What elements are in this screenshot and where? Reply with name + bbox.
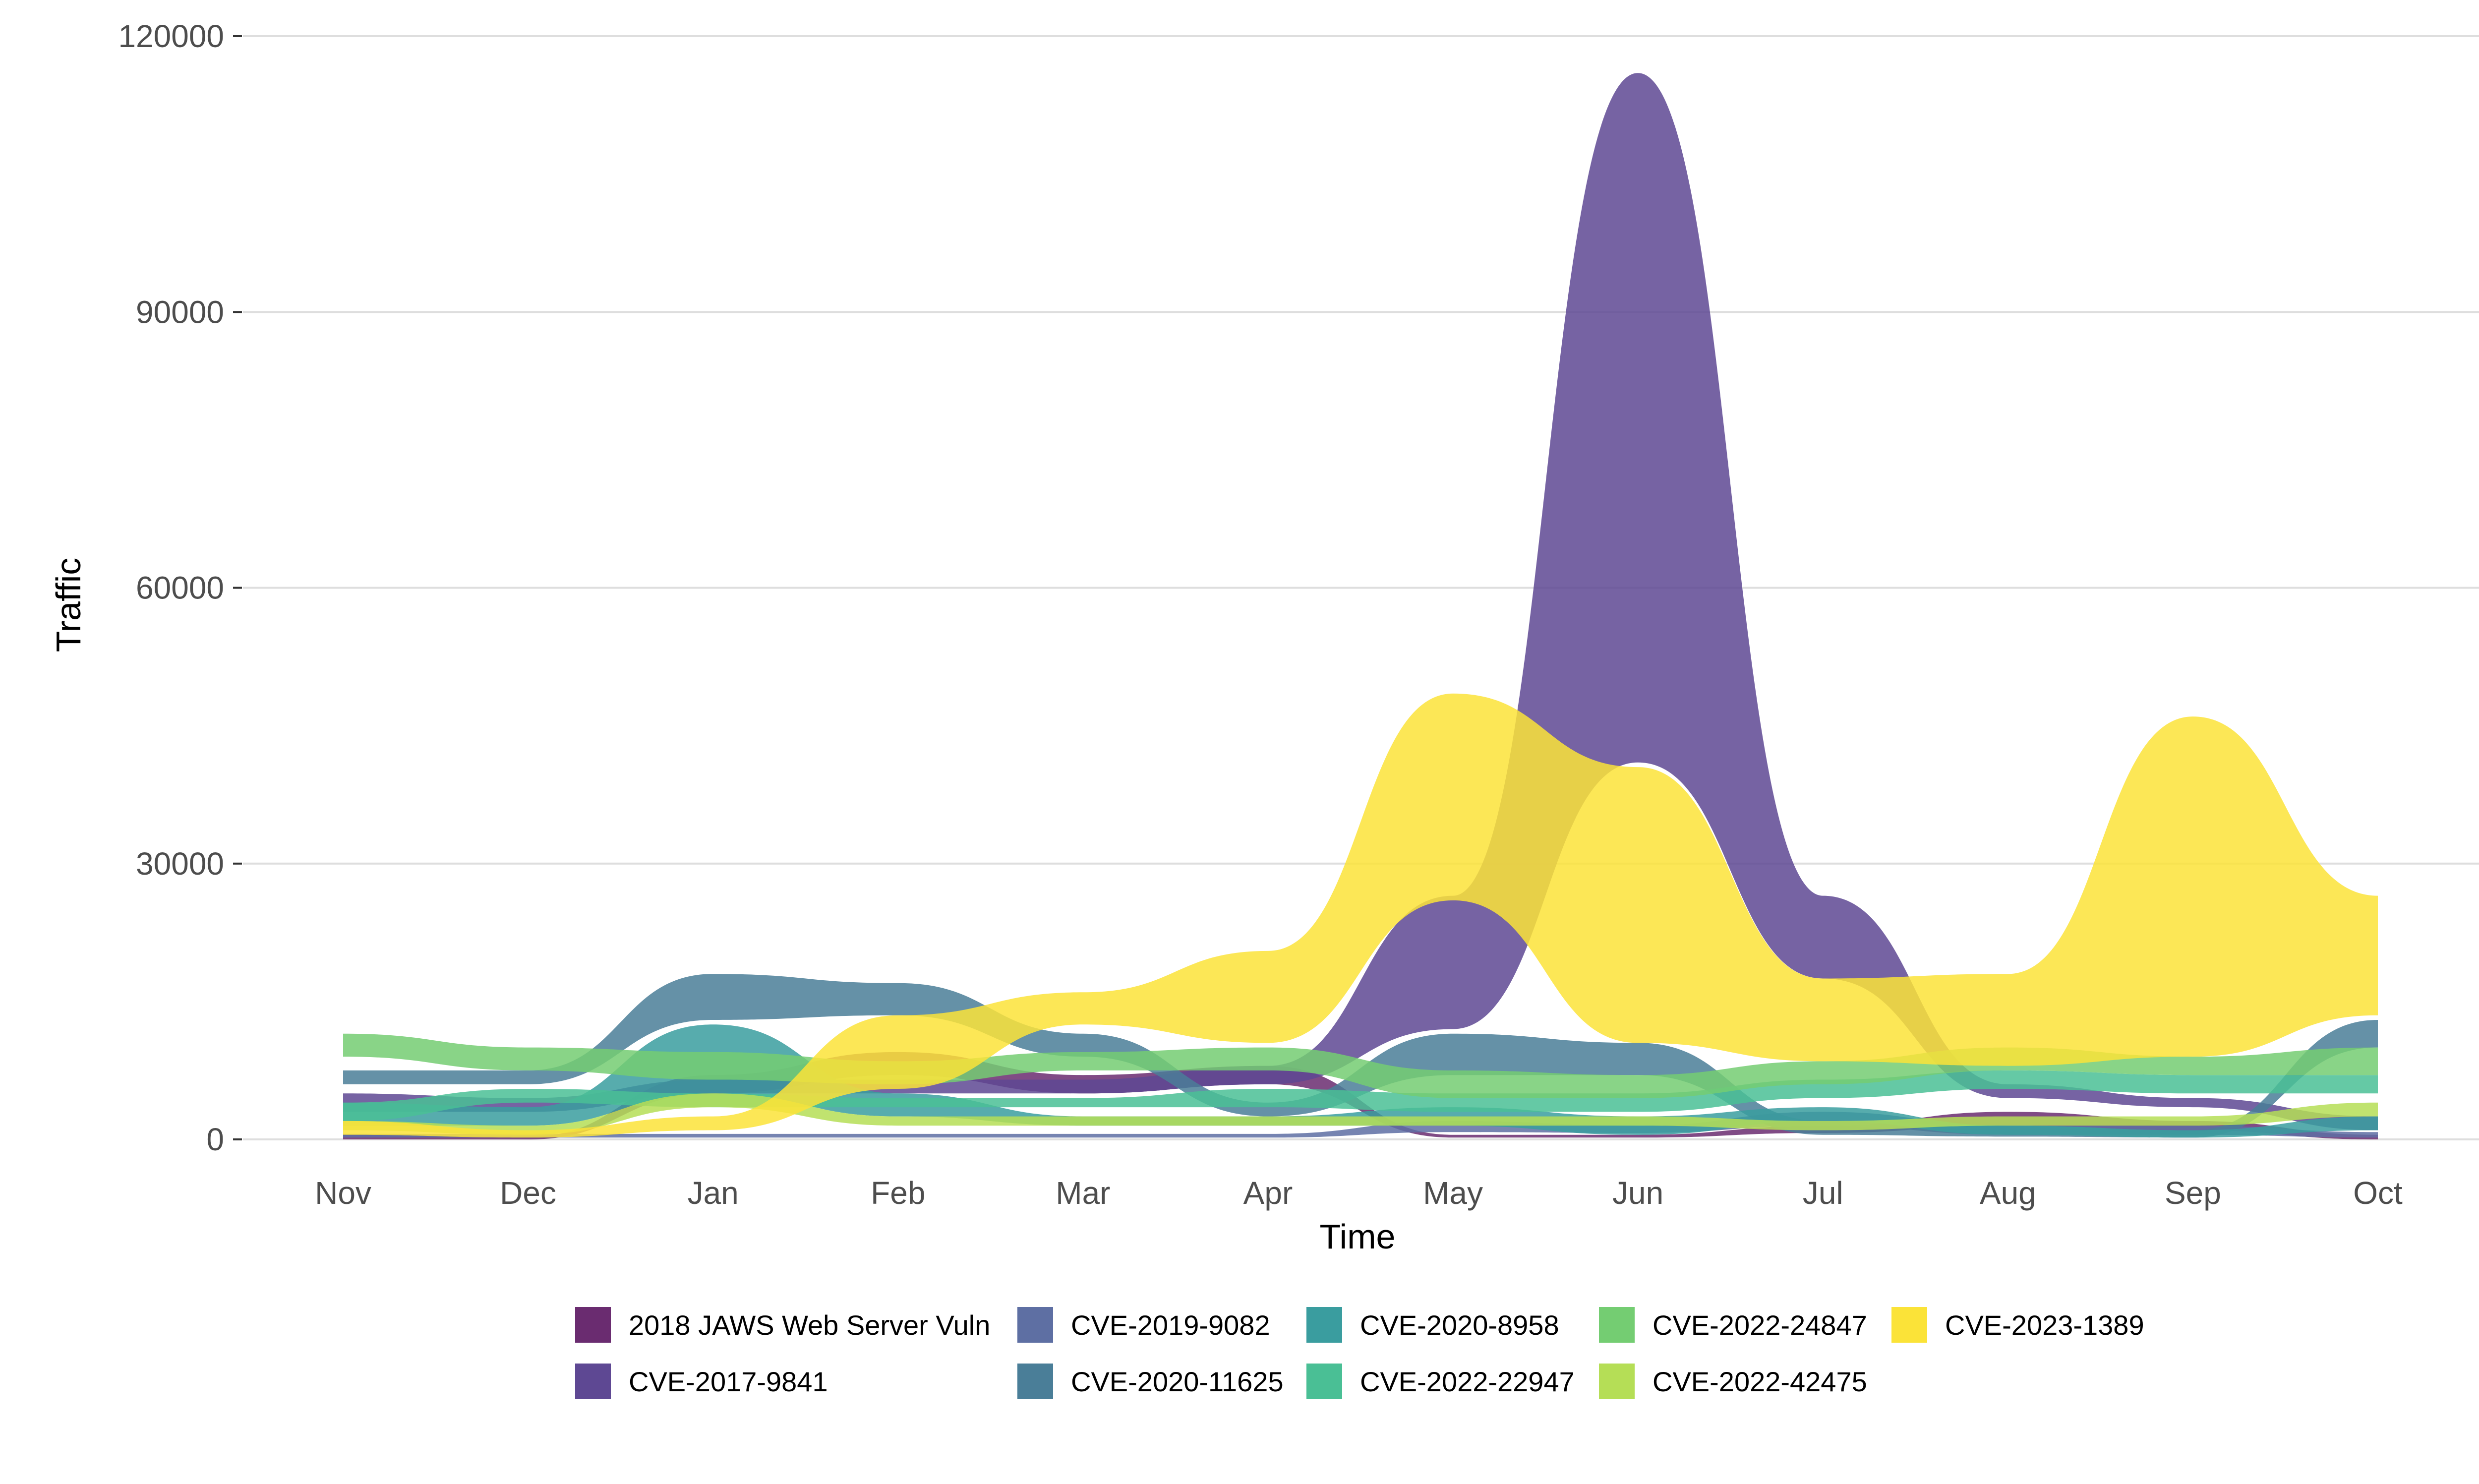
axes: 0 30000 60000 90000 120000 Nov Dec Jan Feb Mar Apr… [118, 18, 2403, 1211]
legend-swatch-cve-2022-24847 [1599, 1307, 1635, 1343]
legend-swatch-cve-2020-11625 [1017, 1364, 1053, 1399]
x-tick-label: Nov [315, 1175, 371, 1211]
y-tick-label: 30000 [136, 846, 224, 882]
legend-swatch-cve-2022-42475 [1599, 1364, 1635, 1399]
legend-swatch-cve-2020-8958 [1306, 1307, 1342, 1343]
legend-swatch-2018-jaws-web-server-vuln [575, 1307, 611, 1343]
area-cve-2020-11625 [343, 974, 2378, 1138]
legend-label-cve-2022-24847: CVE-2022-24847 [1653, 1309, 1867, 1341]
x-tick-label: Oct [2353, 1175, 2403, 1211]
x-axis-title: Time [1320, 1217, 1396, 1256]
x-tick-label: Feb [871, 1175, 925, 1211]
legend-label-cve-2020-11625: CVE-2020-11625 [1071, 1366, 1284, 1397]
x-tick-label: Dec [500, 1175, 556, 1211]
x-tick-label: Jun [1612, 1175, 1663, 1211]
legend-swatch-cve-2022-22947 [1306, 1364, 1342, 1399]
x-tick-label: May [1423, 1175, 1483, 1211]
y-tick-label: 0 [206, 1122, 224, 1157]
legend-label-cve-2019-9082: CVE-2019-9082 [1071, 1309, 1270, 1341]
x-tick-label: Jan [688, 1175, 739, 1211]
legend: 2018 JAWS Web Server Vuln CVE-2017-9841 CV… [575, 1307, 2144, 1399]
area-cve-2022-42475 [343, 1093, 2378, 1135]
legend-swatch-cve-2023-1389 [1891, 1307, 1927, 1343]
legend-swatch-cve-2017-9841 [575, 1364, 611, 1399]
x-tick-label: Apr [1243, 1175, 1293, 1211]
legend-swatch-cve-2019-9082 [1017, 1307, 1053, 1343]
x-tick-label: Aug [1980, 1175, 2036, 1211]
x-tick-label: Mar [1056, 1175, 1110, 1211]
series-areas [343, 73, 2378, 1139]
area-cve-2022-22947 [343, 1070, 2378, 1121]
area-cve-2020-8958 [343, 1024, 2378, 1138]
y-axis-title: Traffic [49, 558, 88, 653]
legend-label-cve-2022-42475: CVE-2022-42475 [1653, 1366, 1867, 1397]
y-tick-label: 60000 [136, 570, 224, 606]
legend-label-2018-jaws-web-server-vuln: 2018 JAWS Web Server Vuln [629, 1309, 990, 1341]
y-tick-label: 90000 [136, 294, 224, 330]
area-cve-2023-1389 [343, 693, 2378, 1138]
legend-label-cve-2022-22947: CVE-2022-22947 [1360, 1366, 1575, 1397]
legend-label-cve-2023-1389: CVE-2023-1389 [1945, 1309, 2144, 1341]
x-tick-label: Jul [1803, 1175, 1843, 1211]
legend-label-cve-2020-8958: CVE-2020-8958 [1360, 1309, 1559, 1341]
x-tick-label: Sep [2165, 1175, 2221, 1211]
legend-label-cve-2017-9841: CVE-2017-9841 [629, 1366, 828, 1397]
y-tick-label: 120000 [118, 18, 224, 54]
